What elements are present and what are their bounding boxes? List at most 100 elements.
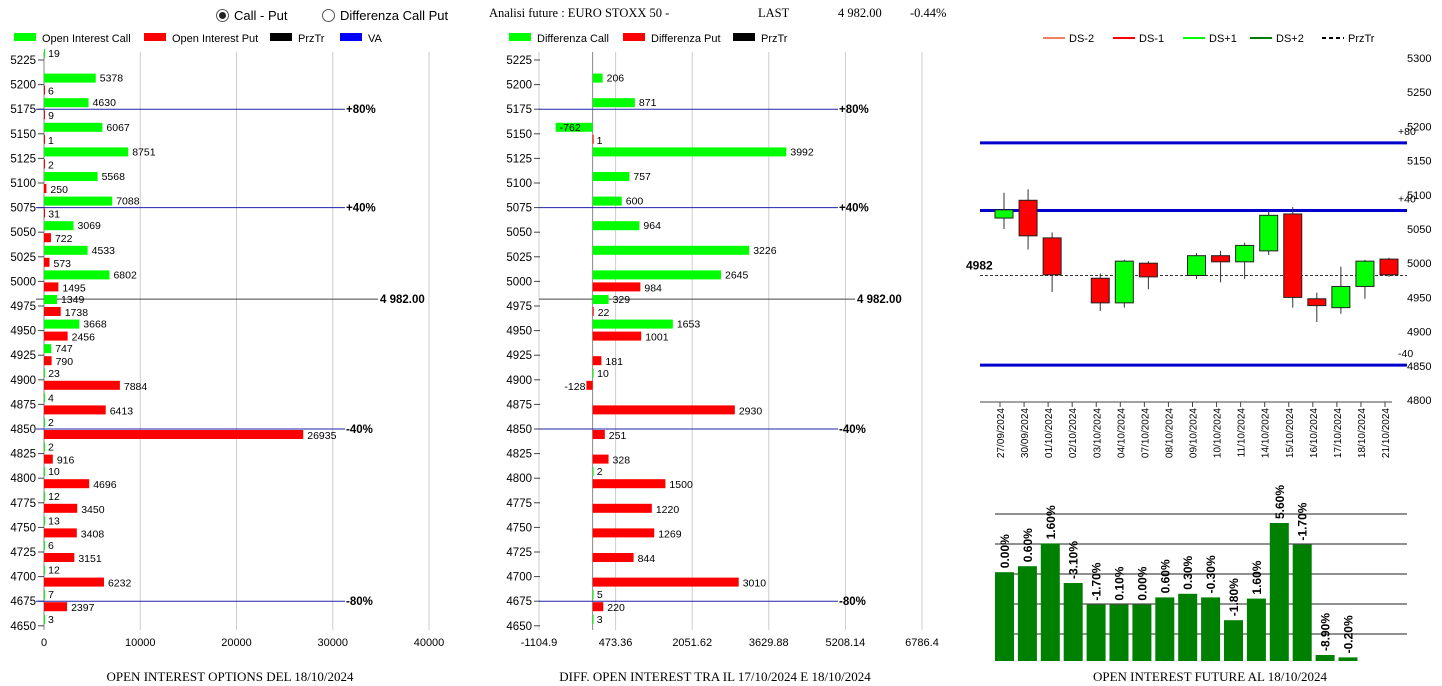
x-tick-label: 03/10/2024 xyxy=(1092,408,1103,458)
put-bar xyxy=(44,257,50,267)
legend-label: DS+1 xyxy=(1209,33,1237,45)
future-oi-bar xyxy=(1315,655,1335,661)
future-oi-label: 0.60% xyxy=(1021,528,1035,562)
call-bar xyxy=(44,590,45,600)
call-value-label: 2 xyxy=(48,442,54,454)
candle-up xyxy=(1235,244,1255,263)
legend-swatch xyxy=(733,33,755,41)
future-oi-label: -0.20% xyxy=(1342,615,1356,653)
level-label: +80 xyxy=(1398,126,1416,138)
put-value-label: 328 xyxy=(613,455,631,467)
future-oi-bar xyxy=(1201,597,1221,661)
strike-label: 4750 xyxy=(506,522,532,534)
y-tick-label: 5050 xyxy=(1407,224,1431,236)
call-bar xyxy=(592,295,609,304)
call-value-label: 3 xyxy=(48,614,54,626)
legend-label: DS-2 xyxy=(1069,33,1094,45)
put-bar xyxy=(44,356,52,366)
header-title: Analisi future : EURO STOXX 50 - xyxy=(489,6,670,20)
strike-label: 5225 xyxy=(506,55,532,67)
call-bar xyxy=(592,245,750,255)
call-value-label: 4533 xyxy=(92,245,116,257)
call-value-label: 3226 xyxy=(753,245,777,257)
call-value-label: 10 xyxy=(597,368,609,380)
put-bar xyxy=(44,577,104,587)
legend-label: Differenza Put xyxy=(651,33,721,45)
put-bar xyxy=(44,405,106,415)
call-bar xyxy=(44,368,45,378)
put-value-label: 1738 xyxy=(65,307,89,319)
legend-swatch xyxy=(340,33,362,41)
x-tick-label: 14/10/2024 xyxy=(1261,408,1272,458)
level-label: +40 xyxy=(1398,194,1416,206)
candle-up xyxy=(1355,260,1375,287)
call-value-label: 6802 xyxy=(113,269,137,281)
call-value-label: 23 xyxy=(48,368,60,380)
call-value-label: 3668 xyxy=(83,319,107,331)
put-bar xyxy=(44,110,45,120)
call-bar xyxy=(44,565,45,575)
put-bar xyxy=(592,528,655,538)
future-oi-label: -0.30% xyxy=(1204,555,1218,593)
legend-label: Open Interest Put xyxy=(172,33,258,45)
price-label: 4982 xyxy=(966,259,993,273)
put-value-label: 2456 xyxy=(72,332,96,344)
call-bar xyxy=(592,270,721,280)
put-bar xyxy=(592,454,609,464)
strike-label: 4975 xyxy=(506,301,532,313)
y-tick-label: 4800 xyxy=(1407,395,1431,407)
strike-label: 4825 xyxy=(506,449,532,461)
x-tick-label: 11/10/2024 xyxy=(1237,408,1248,458)
call-bar xyxy=(44,541,45,550)
put-bar xyxy=(44,134,45,144)
call-value-label: 7 xyxy=(48,589,54,601)
put-bar xyxy=(44,85,45,95)
call-bar xyxy=(44,614,45,624)
x-tick-label: 15/10/2024 xyxy=(1285,408,1296,458)
strike-label: 4725 xyxy=(506,547,532,559)
future-oi-label: -1.70% xyxy=(1296,502,1310,540)
reference-label: +40% xyxy=(839,203,869,215)
call-bar xyxy=(592,368,594,378)
strike-label: 5150 xyxy=(10,129,36,141)
put-bar xyxy=(44,208,45,218)
strike-label: 4650 xyxy=(10,621,36,633)
strike-label: 4950 xyxy=(10,326,36,338)
call-value-label: 3 xyxy=(597,614,603,626)
x-tick-label: 08/10/2024 xyxy=(1164,408,1175,458)
strike-label: 5125 xyxy=(10,153,36,165)
legend-label: Differenza Call xyxy=(537,33,609,45)
call-value-label: -762 xyxy=(560,122,581,134)
candle-down xyxy=(1307,298,1327,307)
radio-diff-call-put[interactable]: Differenza Call Put xyxy=(322,8,448,23)
call-bar xyxy=(44,344,52,354)
strike-label: 5050 xyxy=(506,227,532,239)
put-bar xyxy=(592,282,641,292)
put-bar xyxy=(592,307,594,316)
y-tick-label: 5100 xyxy=(1407,190,1431,202)
strike-label: 4875 xyxy=(506,399,532,411)
future-oi-label: 0.60% xyxy=(1158,559,1172,593)
future-oi-label: 5.60% xyxy=(1273,485,1287,519)
strike-label: 5025 xyxy=(10,252,36,264)
call-value-label: 206 xyxy=(607,73,625,85)
call-bar xyxy=(592,147,787,157)
call-bar xyxy=(44,245,88,255)
radio-call-put[interactable]: Call - Put xyxy=(216,8,287,23)
candle-down xyxy=(1042,237,1062,276)
put-value-label: 181 xyxy=(605,356,623,368)
candle-down xyxy=(1090,277,1110,304)
y-tick-label: 5150 xyxy=(1407,156,1431,168)
legend-swatch xyxy=(14,33,36,41)
candle-up xyxy=(1114,260,1134,304)
call-value-label: 1349 xyxy=(61,294,85,306)
legend-label: PrzTr xyxy=(1348,33,1375,45)
future-oi-bar xyxy=(1338,657,1358,661)
candle-up xyxy=(1331,285,1351,309)
chart1-title: OPEN INTEREST OPTIONS DEL 18/10/2024 xyxy=(106,669,354,684)
reference-label: +80% xyxy=(346,104,376,116)
radio-call-put-label: Call - Put xyxy=(234,8,288,23)
future-oi-bar xyxy=(1246,598,1266,661)
strike-label: 5175 xyxy=(506,104,532,116)
call-bar xyxy=(592,221,640,231)
